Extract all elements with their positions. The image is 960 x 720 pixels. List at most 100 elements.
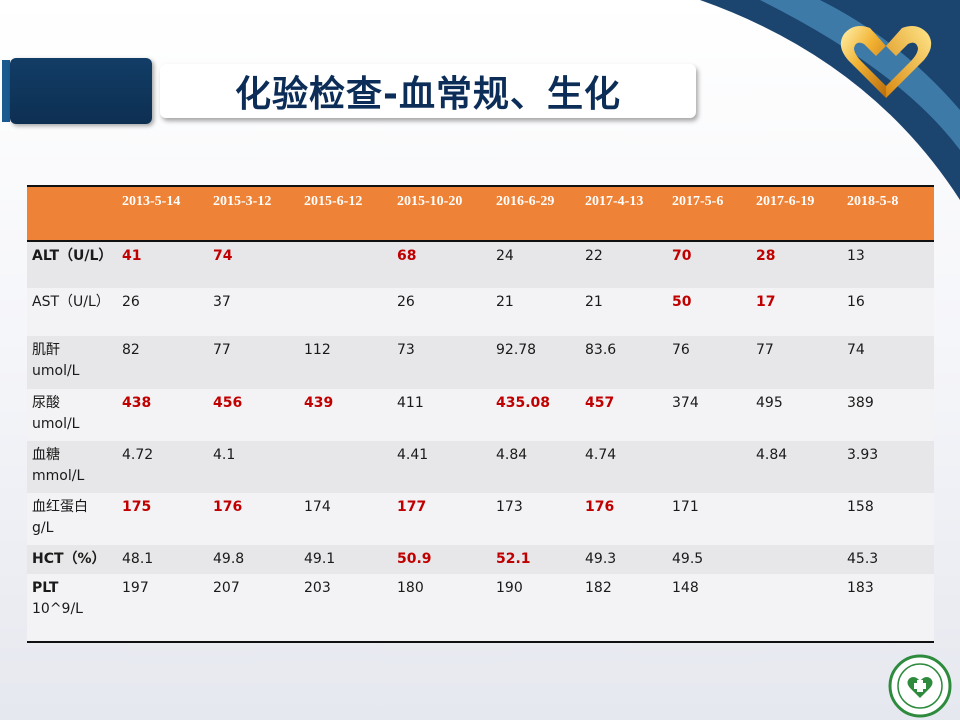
table-cell: 37 [213,294,231,310]
table-cell: 389 [847,395,874,411]
table-cell: 176 [213,499,243,515]
table-cell: 77 [756,342,774,358]
table-cell: 439 [304,395,334,411]
row-label: 血红蛋白 g/L [32,499,88,536]
table-cell: 4.74 [585,447,617,463]
table-cell: 82 [122,342,140,358]
table-cell: 41 [122,248,142,264]
table-cell: 22 [585,248,603,264]
table-cell: 197 [119,574,210,643]
table-cell [753,545,844,574]
table-cell: 92.78 [496,342,537,358]
table-cell [301,288,394,336]
table-cell: 76 [672,342,690,358]
table-cell: 456 [213,395,243,411]
table-cell: 374 [672,395,699,411]
header-date-cell: 2015-6-12 [301,185,394,242]
table-cell: 148 [669,574,753,643]
table-cell: 49.3 [585,551,617,567]
banner-accent-bar [2,60,10,122]
table-cell: 49.1 [304,551,336,567]
table-cell [753,493,844,545]
table-cell: 73 [397,342,415,358]
table-cell [669,441,753,493]
header-date-cell: 2018-5-8 [844,185,934,242]
header-date-cell: 2017-6-19 [753,185,844,242]
table-cell: 175 [122,499,152,515]
table-cell: 26 [397,294,415,310]
table-cell: 4.84 [496,447,528,463]
table-cell: 4.72 [122,447,154,463]
header-date-cell: 2017-4-13 [582,185,669,242]
table-cell: 17 [756,294,776,310]
row-label: 血糖 mmol/L [32,447,85,484]
table-cell: 171 [672,499,699,515]
table-cell: 495 [756,395,783,411]
table-body: ALT（U/L） 41 74 68 24 22 70 28 13 AST（U/L） 26 37 26 21… [27,241,934,643]
header-date-cell: 2016-6-29 [493,185,582,242]
table-cell: 112 [304,342,331,358]
hospital-emblem-icon [888,654,952,718]
table-cell: 176 [585,499,615,515]
table-cell: 49.5 [672,551,704,567]
table-cell: 435.08 [496,395,551,411]
table-cell: 411 [397,395,424,411]
table-cell: 24 [496,248,514,264]
table-cell: 21 [585,294,603,310]
page-title: 化验检查-血常规、生化 [235,74,621,115]
table-cell: 4.84 [756,447,788,463]
table-cell: 4.41 [397,447,429,463]
table-cell: 203 [301,574,394,643]
table-cell: 74 [847,342,865,358]
title-banner-block [10,58,152,124]
table-cell [301,441,394,493]
row-label: 肌酐 umol/L [32,342,80,379]
table-cell: 50 [672,294,692,310]
table-cell: 438 [122,395,152,411]
table-cell: 77 [213,342,231,358]
table-row: 尿酸 umol/L 438 456 439 411 435.08 457 374 495 389 [27,389,934,441]
row-label: PLT 10^9/L [27,574,119,643]
table-cell: 174 [304,499,331,515]
table-cell: 207 [210,574,301,643]
table-cell: 52.1 [496,551,531,567]
table-cell: 45.3 [847,551,879,567]
header-date-cell: 2015-3-12 [210,185,301,242]
table-cell: 183 [844,574,934,643]
table-row: 肌酐 umol/L 82 77 112 73 92.78 83.6 76 77 74 [27,336,934,389]
table-cell: 68 [397,248,417,264]
row-label: HCT（%） [32,551,106,567]
table-row: 血红蛋白 g/L 175 176 174 177 173 176 171 158 [27,493,934,545]
table-cell [753,574,844,643]
table-cell: 74 [213,248,233,264]
table-cell: 173 [496,499,523,515]
table-cell: 182 [582,574,669,643]
row-label: AST（U/L） [32,294,110,310]
header-date-cell: 2017-5-6 [669,185,753,242]
title-banner: 化验检查-血常规、生化 [160,64,696,118]
table-cell: 21 [496,294,514,310]
table-cell: 50.9 [397,551,432,567]
table-header-row: 2013-5-14 2015-3-12 2015-6-12 2015-10-20 201… [27,185,934,242]
table-cell: 16 [847,294,865,310]
table-row: AST（U/L） 26 37 26 21 21 50 17 16 [27,288,934,336]
table-cell: 28 [756,248,776,264]
row-label: ALT（U/L） [32,248,113,264]
table-cell: 70 [672,248,692,264]
table-row: 血糖 mmol/L 4.72 4.1 4.41 4.84 4.74 4.84 3.93 [27,441,934,493]
lab-results-table: 2013-5-14 2015-3-12 2015-6-12 2015-10-20 201… [27,185,934,643]
table-cell: 13 [847,248,865,264]
header-date-cell: 2015-10-20 [394,185,493,242]
table-cell: 4.1 [213,447,236,463]
table-cell: 26 [122,294,140,310]
header-cell-empty [27,185,119,242]
table-row: HCT（%） 48.1 49.8 49.1 50.9 52.1 49.3 49.5 45.3 [27,545,934,574]
row-label: 尿酸 umol/L [32,395,80,432]
table-row: ALT（U/L） 41 74 68 24 22 70 28 13 [27,241,934,288]
table-cell: 48.1 [122,551,154,567]
table-cell: 3.93 [847,447,879,463]
table-cell: 180 [394,574,493,643]
table-cell: 158 [847,499,874,515]
table-cell: 177 [397,499,427,515]
table-cell: 49.8 [213,551,245,567]
